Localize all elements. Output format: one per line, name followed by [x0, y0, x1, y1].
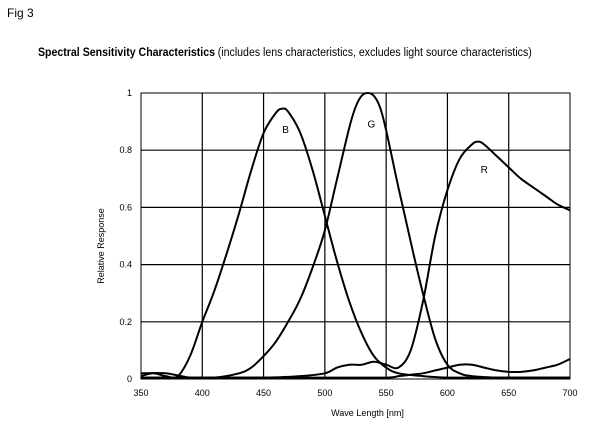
x-tick-label: 650	[501, 388, 516, 398]
y-tick-label: 0	[127, 374, 132, 384]
series-line-baseline	[141, 358, 571, 379]
y-axis-title: Relative Response	[96, 208, 106, 284]
grid-layer	[140, 92, 571, 380]
tick-label-layer: 350 400 450 500 550 600 650 700 0 0.2 0.4 0.6 0.8 1	[119, 88, 577, 398]
y-tick-label: 1	[127, 88, 132, 98]
x-axis-title: Wave Length [nm]	[331, 408, 404, 418]
y-tick-label: 0.6	[119, 202, 132, 212]
series-label-layer: B G R	[282, 119, 488, 176]
series-label-r: R	[481, 165, 488, 176]
series-layer	[140, 92, 571, 380]
chart-subtitle: (includes lens characteristics, excludes…	[217, 47, 532, 59]
x-tick-label: 600	[440, 388, 455, 398]
y-tick-label: 0.8	[119, 145, 132, 155]
y-tick-label: 0.4	[119, 260, 132, 270]
series-line-r	[141, 140, 571, 379]
x-tick-label: 700	[562, 388, 577, 398]
y-tick-label: 0.2	[119, 317, 132, 327]
chart-title: Spectral Sensitivity Characteristics	[38, 47, 216, 59]
figure-label: Fig 3	[7, 6, 34, 20]
x-tick-label: 400	[195, 388, 210, 398]
x-tick-label: 350	[133, 388, 148, 398]
plot-frame	[140, 92, 571, 380]
x-tick-label: 450	[256, 388, 271, 398]
series-line-b	[140, 107, 570, 379]
series-label-b: B	[282, 125, 289, 136]
x-tick-label: 500	[317, 388, 332, 398]
x-tick-label: 550	[379, 388, 394, 398]
series-label-g: G	[368, 119, 376, 130]
series-line-g	[140, 92, 570, 380]
chart-title-block: Spectral Sensitivity Characteristics (inc…	[38, 47, 532, 59]
